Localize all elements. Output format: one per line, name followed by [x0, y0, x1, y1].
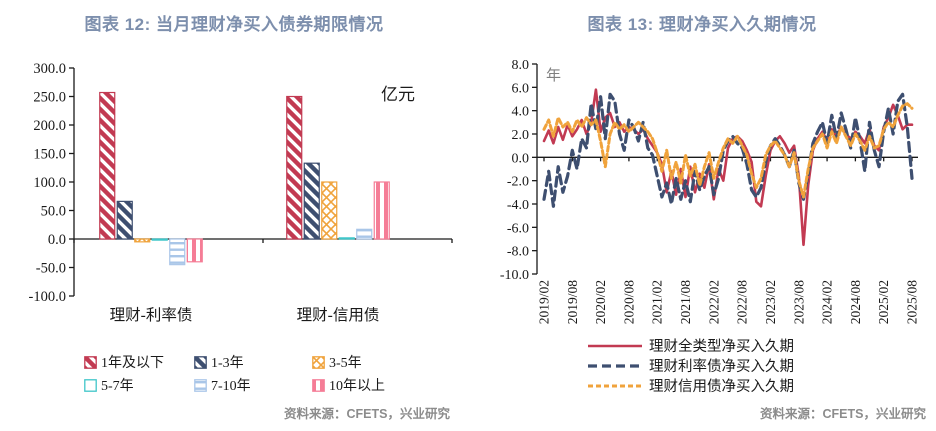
bar-理财-信用债-1年及以下 [286, 95, 303, 240]
bar-理财-信用债-1-3年 [303, 162, 320, 240]
y-tick-label: 4.0 [512, 105, 530, 120]
category-label: 理财-信用债 [297, 306, 380, 324]
unit-label: 年 [546, 67, 561, 84]
legend-label: 理财全类型净买入久期 [649, 339, 794, 355]
figure-13-title: 图表 13: 理财净买入久期情况 [587, 15, 817, 34]
legend-label: 1年及以下 [101, 356, 164, 371]
y-tick-label: 2.0 [512, 128, 530, 143]
legend-item-7-10年: 7-10年 [194, 375, 312, 395]
legend-label: 7-10年 [211, 379, 251, 394]
duration-line-chart: 8.0 6.0 4.0 2.0 0.0 -2.0 -4.0 -6.0 -8.0 -10.0 年 201… [500, 58, 920, 325]
legend-swatch-icon [312, 355, 325, 369]
bar-理财-利率债-10年以上 [186, 238, 203, 263]
y-tick-label: 6.0 [512, 81, 530, 96]
legend-item-10年以上: 10年以上 [312, 375, 385, 395]
y-tick-label: 250.0 [33, 90, 66, 106]
figure-12-title: 图表 12: 当月理财净买入债券期限情况 [84, 15, 384, 34]
y-tick-label: 0.0 [48, 232, 66, 248]
legend-line-swatch-icon [588, 363, 642, 368]
x-tick-label: 2021/08 [678, 280, 693, 325]
x-tick-label: 2021/02 [650, 280, 665, 324]
bar-理财-信用债-3-5年 [321, 181, 338, 240]
x-tick-label: 2024/02 [820, 280, 835, 324]
x-tick-label: 2025/02 [876, 280, 891, 324]
legend-item-1-3年: 1-3年 [194, 352, 312, 372]
legend-label: 10年以上 [329, 379, 385, 394]
bar-理财-利率债-1-3年 [116, 200, 133, 240]
bar-理财-利率债-5-7年 [151, 238, 168, 241]
figure-12-legend: 1年及以下 1-3年 3-5年 5-7年 7-10年 10年以上 [84, 352, 385, 395]
x-tick-label: 2024/08 [848, 280, 863, 325]
legend-swatch-icon [194, 355, 207, 369]
bar-理财-利率债-3-5年 [134, 238, 151, 243]
y-tick-label: -6.0 [507, 221, 529, 236]
figure-12-panel: 图表 12: 当月理财净买入债券期限情况 300.0 250.0 200.0 150.… [29, 15, 453, 421]
bar-理财-利率债-1年及以下 [99, 91, 116, 240]
legend-swatch-icon [194, 378, 207, 392]
legend-item-3-5年: 3-5年 [312, 352, 385, 372]
legend-swatch-icon [312, 378, 325, 392]
x-tick-label: 2025/08 [905, 280, 920, 325]
x-tick-label: 2023/08 [791, 280, 806, 325]
legend-item-5-7年: 5-7年 [84, 375, 194, 395]
y-tick-label: 200.0 [33, 118, 66, 134]
bar-理财-信用债-5-7年 [338, 237, 355, 240]
maturity-bar-chart: 300.0 250.0 200.0 150.0 100.0 50.0 0.0 -50.0 -10… [29, 61, 453, 324]
figure-12-source: 资料来源：CFETS，兴业研究 [284, 407, 450, 421]
legend-label: 5-7年 [101, 379, 134, 394]
y-tick-label: 300.0 [33, 61, 66, 77]
legend-item-理财利率债净买入久期: 理财利率债净买入久期 [586, 356, 794, 375]
y-tick-label: 8.0 [512, 58, 530, 73]
x-tick-label: 2022/02 [706, 280, 721, 324]
legend-item-1年及以下: 1年及以下 [84, 352, 194, 372]
category-label: 理财-利率债 [110, 306, 193, 324]
legend-label: 3-5年 [329, 356, 362, 371]
y-tick-label: -2.0 [507, 175, 529, 190]
y-tick-label: -8.0 [507, 245, 529, 260]
unit-label: 亿元 [381, 85, 415, 104]
x-tick-label: 2020/02 [593, 280, 608, 324]
bar-理财-信用债-10年以上 [373, 181, 390, 240]
y-tick-label: -10.0 [500, 268, 529, 283]
x-tick-label: 2022/08 [735, 280, 750, 325]
y-tick-label: 0.0 [512, 151, 530, 166]
legend-swatch-icon [84, 378, 97, 392]
bar-理财-利率债-7-10年 [169, 238, 186, 266]
legend-label: 理财信用债净买入久期 [649, 379, 794, 395]
legend-item-理财全类型净买入久期: 理财全类型净买入久期 [586, 336, 794, 355]
bar-理财-信用债-7-10年 [356, 228, 373, 240]
legend-line-swatch-icon [588, 384, 642, 387]
legend-item-理财信用债净买入久期: 理财信用债净买入久期 [586, 376, 794, 395]
y-tick-label: -4.0 [507, 198, 529, 213]
y-tick-label: 150.0 [33, 147, 66, 163]
y-tick-label: -50.0 [36, 261, 66, 277]
x-tick-label: 2020/08 [621, 280, 636, 325]
x-tick-label: 2019/02 [537, 280, 552, 324]
legend-label: 理财利率债净买入久期 [649, 359, 794, 375]
y-tick-label: 50.0 [41, 204, 66, 220]
legend-swatch-icon [84, 355, 97, 369]
y-tick-label: 100.0 [33, 175, 66, 191]
line-理财信用债净买入久期 [542, 102, 914, 199]
x-tick-label: 2019/08 [565, 280, 580, 325]
y-tick-label: -100.0 [29, 289, 66, 305]
figure-13-source: 资料来源：CFETS，兴业研究 [760, 407, 926, 421]
x-tick-label: 2023/02 [763, 280, 778, 324]
legend-label: 1-3年 [211, 356, 244, 371]
legend-line-swatch-icon [588, 344, 642, 347]
line-理财全类型净买入久期 [542, 88, 914, 247]
figure-13-panel: 图表 13: 理财净买入久期情况 8.0 6.0 4.0 2.0 0.0 -2.0 -4.0… [468, 0, 936, 431]
figure-13-legend: 理财全类型净买入久期 理财利率债净买入久期 理财信用债净买入久期 [586, 336, 794, 395]
